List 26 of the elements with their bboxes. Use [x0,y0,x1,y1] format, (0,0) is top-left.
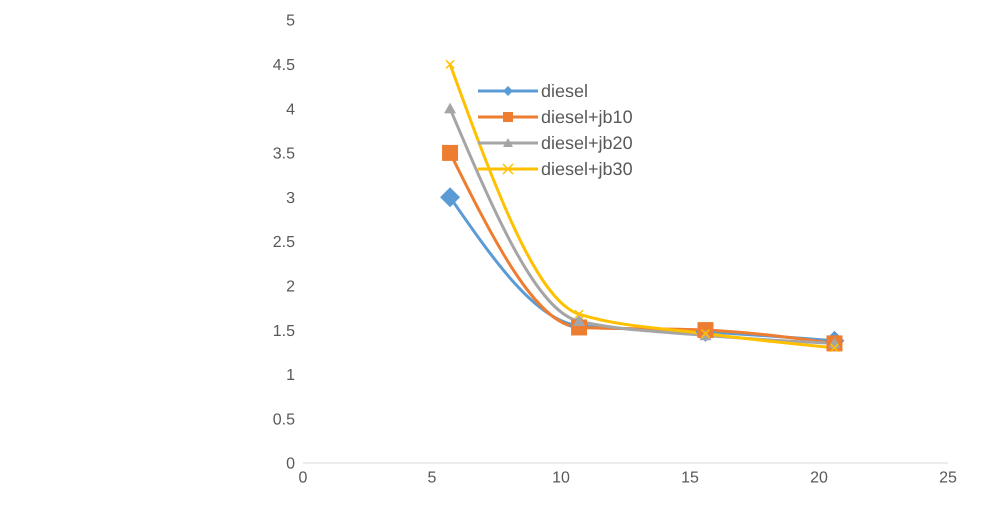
y-tick-label: 0 [286,456,296,473]
y-tick-label: 2 [286,278,296,296]
y-tick-label: 3.5 [272,146,296,163]
y-tick-label: 5 [286,12,296,30]
legend-label: diesel+jb30 [541,158,633,181]
y-tick-label: 0.5 [272,411,296,428]
y-tick-label: 2.5 [272,234,296,252]
legend-label: diesel+jb10 [541,106,633,129]
point [574,309,584,319]
legend-label: diesel [541,80,588,103]
x-tick-label: 0 [298,469,308,486]
y-tick-label: 1 [286,367,296,384]
y-tick-label: 3 [286,190,296,207]
point [440,187,460,208]
y-tick-label: 4.5 [272,56,296,74]
x-tick-label: 25 [939,469,957,486]
point [442,144,458,161]
y-tick-label: 4 [286,101,296,118]
point [445,60,455,70]
legend-label: diesel+jb20 [541,132,633,155]
x-tick-label: 15 [681,469,699,486]
x-tick-label: 5 [428,469,437,486]
y-tick-label: 1.5 [272,322,296,340]
x-tick-label: 20 [810,469,828,486]
x-tick-label: 10 [552,469,570,486]
point [444,102,456,114]
